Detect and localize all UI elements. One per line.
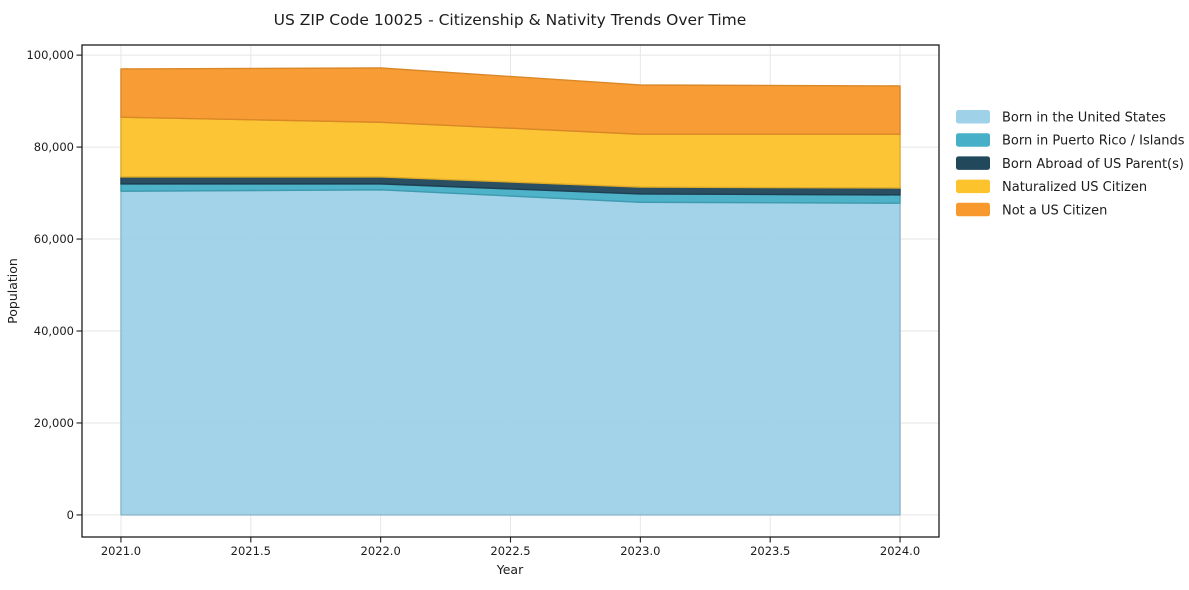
- y-tick-label: 20,000: [34, 416, 74, 430]
- x-tick-label: 2023.0: [620, 544, 660, 558]
- x-tick-labels: 2021.0 2021.5 2022.0 2022.5 2023.0 2023.5 2024…: [101, 544, 920, 558]
- legend-item-label: Naturalized US Citizen: [1002, 180, 1147, 195]
- legend-item-label: Born in the United States: [1002, 111, 1166, 126]
- x-tick-label: 2021.5: [231, 544, 271, 558]
- legend-swatch: [956, 202, 990, 217]
- legend-item-label: Born in Puerto Rico / Islands: [1002, 134, 1185, 149]
- legend-item: Naturalized US Citizen: [956, 179, 1147, 195]
- area-born-in-the-united-states: [120, 189, 901, 516]
- y-tick-labels: 0 20,000 40,000 60,000 80,000 100,000: [26, 48, 74, 522]
- x-tick-label: 2021.0: [101, 544, 141, 558]
- axis-tick-marks: [76, 54, 901, 543]
- y-tick-label: 80,000: [34, 140, 74, 154]
- y-tick-label: 100,000: [26, 48, 74, 62]
- legend-item: Born in the United States: [956, 110, 1166, 126]
- y-tick-label: 40,000: [34, 324, 74, 338]
- legend-swatch: [956, 156, 990, 170]
- y-tick-label: 0: [67, 508, 74, 522]
- area-not-a-us-citizen: [120, 67, 901, 135]
- x-tick-label: 2024.0: [880, 544, 920, 558]
- x-axis-label: Year: [496, 562, 524, 577]
- legend-swatch: [956, 133, 990, 147]
- y-axis-label: Population: [5, 258, 20, 324]
- x-tick-label: 2022.0: [361, 544, 401, 558]
- x-tick-label: 2023.5: [750, 544, 790, 558]
- legend-item-label: Not a US Citizen: [1002, 203, 1107, 218]
- legend-item: Born Abroad of US Parent(s): [956, 156, 1184, 172]
- area-series: [120, 67, 901, 516]
- legend-swatch: [956, 179, 990, 194]
- legend: Born in the United States Born in Puerto …: [956, 110, 1185, 218]
- legend-item: Not a US Citizen: [956, 202, 1107, 218]
- y-tick-label: 60,000: [34, 232, 74, 246]
- chart-title: US ZIP Code 10025 - Citizenship & Nativi…: [274, 11, 747, 29]
- legend-item-label: Born Abroad of US Parent(s): [1002, 157, 1184, 172]
- legend-swatch: [956, 110, 990, 124]
- x-tick-label: 2022.5: [490, 544, 530, 558]
- legend-item: Born in Puerto Rico / Islands: [956, 133, 1185, 149]
